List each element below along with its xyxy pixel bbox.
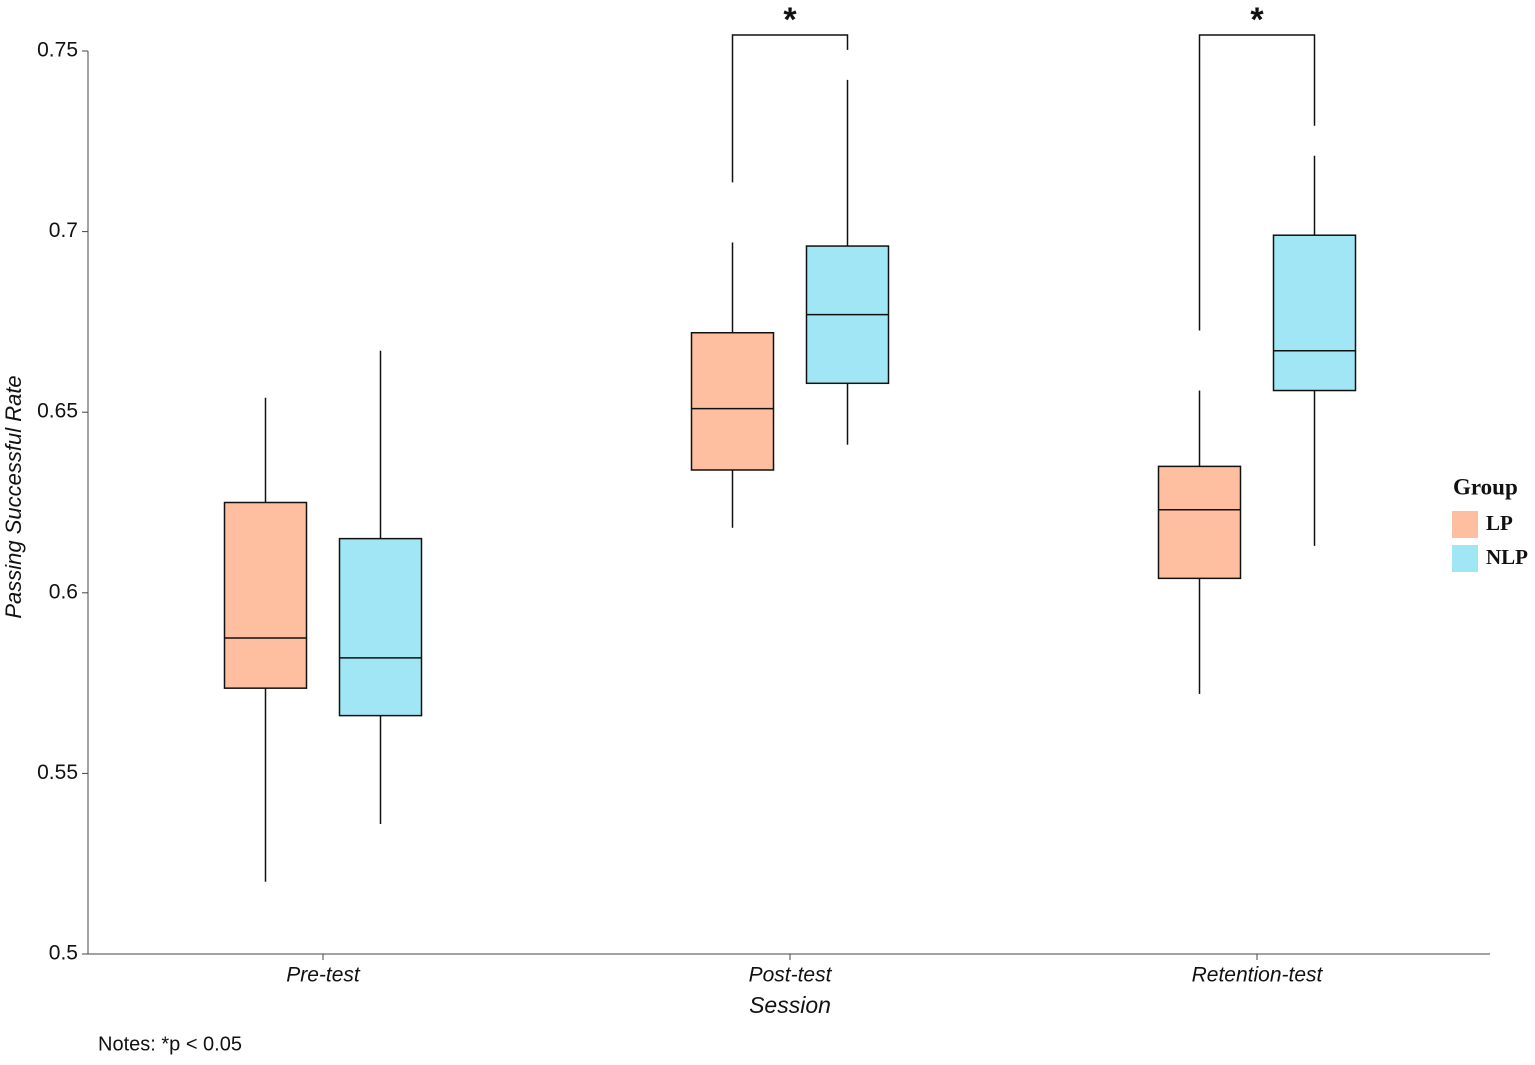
significance-bracket bbox=[1198, 34, 1316, 331]
box bbox=[1272, 234, 1357, 392]
significance-label: * bbox=[1250, 1, 1264, 39]
y-tick-label: 0.65 bbox=[37, 400, 78, 423]
box bbox=[223, 501, 308, 689]
note: Notes: *p < 0.05 bbox=[98, 1033, 242, 1055]
legend-title: Group bbox=[1453, 474, 1518, 499]
y-tick-label: 0.6 bbox=[49, 580, 78, 603]
legend-label: LP bbox=[1486, 511, 1513, 535]
legend-swatch bbox=[1452, 511, 1478, 538]
y-tick-label: 0.5 bbox=[49, 942, 78, 965]
box bbox=[690, 331, 775, 471]
x-tick-label: Post-test bbox=[749, 964, 833, 987]
significance-bracket bbox=[731, 34, 849, 183]
significance-label: * bbox=[783, 1, 797, 39]
box bbox=[1157, 465, 1242, 580]
y-tick-label: 0.75 bbox=[37, 39, 78, 62]
legend-swatch bbox=[1452, 545, 1478, 572]
y-axis-label: Passing Successful Rate bbox=[1, 375, 26, 618]
x-axis-label: Session bbox=[749, 992, 831, 1018]
x-tick-label: Pre-test bbox=[286, 964, 361, 987]
y-tick-label: 0.7 bbox=[49, 219, 78, 242]
y-tick-label: 0.55 bbox=[37, 761, 78, 784]
legend-label: NLP bbox=[1486, 545, 1528, 569]
box bbox=[338, 537, 423, 717]
x-tick-label: Retention-test bbox=[1192, 964, 1324, 987]
